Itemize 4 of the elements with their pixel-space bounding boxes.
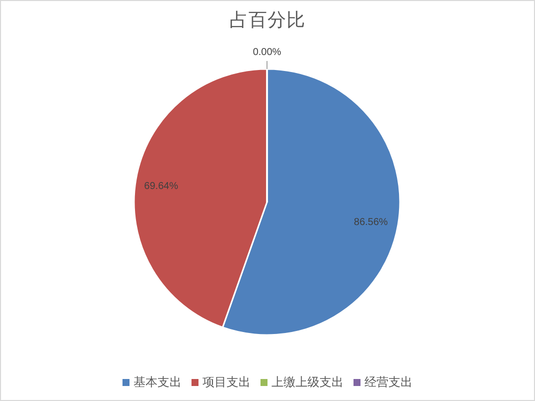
legend-label: 基本支出	[134, 375, 182, 389]
title: 占百分比	[230, 9, 306, 30]
legend-label: 项目支出	[202, 375, 250, 389]
legend-label: 经营支出	[364, 375, 412, 389]
